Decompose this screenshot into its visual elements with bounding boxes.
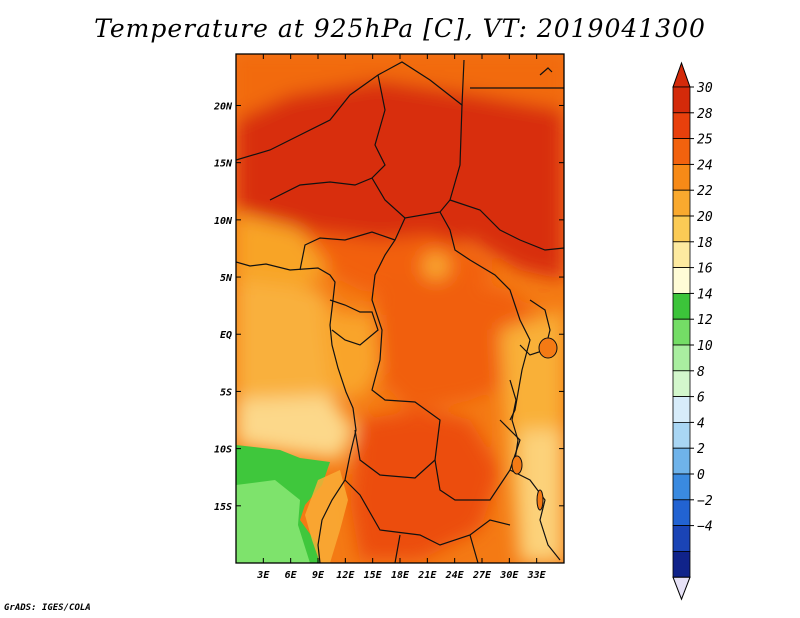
colorbar-bottom-arrow bbox=[672, 576, 691, 601]
x-tick-label: 33E bbox=[527, 570, 547, 581]
x-tick-label: 3E bbox=[256, 570, 270, 581]
y-tick-label: 15N bbox=[214, 159, 233, 170]
colorbar-segment bbox=[672, 112, 691, 140]
colorbar-segment bbox=[672, 525, 691, 552]
colorbar-segment bbox=[672, 292, 691, 320]
x-tick-label: 6E bbox=[285, 570, 298, 581]
colorbar-segment bbox=[672, 421, 691, 449]
y-tick-label: 10S bbox=[214, 445, 232, 456]
colorbar-label: 24 bbox=[697, 158, 713, 173]
colorbar-label: 2 bbox=[697, 442, 705, 457]
y-tick-label: EQ bbox=[220, 330, 232, 341]
colorbar-label: 18 bbox=[697, 236, 713, 251]
lakes bbox=[511, 337, 558, 511]
colorbar-segment bbox=[672, 189, 691, 217]
y-tick-label: 15S bbox=[214, 502, 232, 513]
colorbar-label: −2 bbox=[697, 494, 713, 509]
colorbar-segment bbox=[672, 344, 691, 372]
colorbar-segment bbox=[672, 267, 691, 294]
political-boundaries bbox=[236, 59, 564, 563]
grads-credit: GrADS: IGES/COLA bbox=[4, 603, 91, 613]
colorbar-label: 12 bbox=[697, 313, 713, 328]
y-tick-label: 10N bbox=[214, 216, 233, 227]
colorbar-label: 30 bbox=[696, 81, 713, 96]
colorbar-segment bbox=[672, 396, 691, 423]
y-tick-label: 5S bbox=[220, 387, 232, 398]
colorbar-label: 0 bbox=[697, 468, 705, 483]
x-axis-ticks: 3E 6E 9E 12E 15E 18E 21E 24E 27E 30E 33E bbox=[256, 54, 547, 581]
colorbar-segment bbox=[672, 473, 691, 501]
colorbar-label: 14 bbox=[697, 287, 713, 302]
colorbar-segment bbox=[672, 138, 691, 165]
x-tick-label: 21E bbox=[417, 570, 437, 581]
x-tick-label: 30E bbox=[499, 570, 519, 581]
colorbar-segment bbox=[672, 163, 691, 191]
x-tick-label: 15E bbox=[364, 570, 383, 581]
y-tick-label: 20N bbox=[213, 101, 233, 112]
colorbar-label: 8 bbox=[697, 365, 705, 380]
y-axis-ticks: 20N 15N 10N 5N EQ 5S 10S 15S bbox=[213, 101, 564, 513]
colorbar-label: 10 bbox=[697, 339, 713, 354]
colorbar-label: 28 bbox=[697, 107, 713, 122]
colorbar-label: 22 bbox=[697, 184, 713, 199]
colorbar-segment bbox=[672, 86, 691, 114]
colorbar-segment bbox=[672, 318, 691, 346]
colorbar-label: 4 bbox=[697, 416, 705, 431]
x-tick-label: 27E bbox=[472, 570, 492, 581]
y-tick-label: 5N bbox=[220, 273, 233, 284]
colorbar-segment bbox=[672, 447, 691, 475]
colorbar-segment bbox=[672, 241, 691, 269]
x-tick-label: 18E bbox=[391, 570, 410, 581]
colorbar-label: −4 bbox=[697, 520, 713, 535]
colorbar-label: 6 bbox=[697, 391, 705, 406]
colorbar-label: 16 bbox=[697, 262, 713, 277]
x-tick-label: 9E bbox=[312, 570, 325, 581]
colorbar-segment bbox=[672, 499, 691, 526]
colorbar-top-arrow bbox=[672, 61, 691, 88]
colorbar-label: 25 bbox=[697, 133, 713, 148]
colorbar-segment bbox=[672, 370, 691, 397]
chart-title: Temperature at 925hPa [C], VT: 201904130… bbox=[94, 14, 706, 43]
x-tick-label: 24E bbox=[445, 570, 465, 581]
colorbar-segment bbox=[672, 215, 691, 243]
colorbar-segment bbox=[672, 551, 691, 578]
x-tick-label: 12E bbox=[336, 570, 355, 581]
colorbar-label: 20 bbox=[697, 210, 713, 225]
temperature-field bbox=[236, 54, 564, 563]
